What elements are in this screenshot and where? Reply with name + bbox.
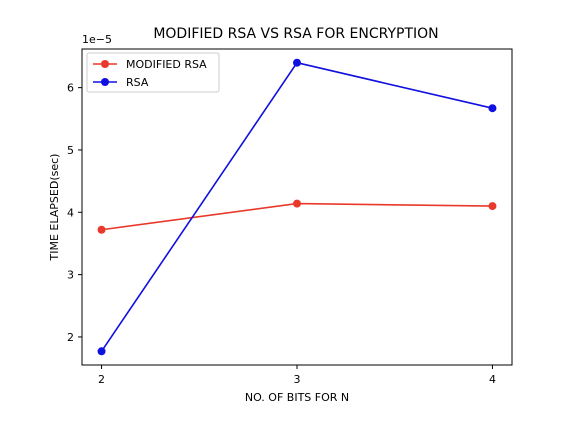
legend: MODIFIED RSA RSA [86, 52, 220, 93]
plot-area-frame [81, 48, 513, 366]
x-axis-label: NO. OF BITS FOR N [245, 391, 349, 404]
data-point [488, 202, 497, 211]
y-tick-label: 6 [67, 82, 74, 95]
y-offset-label: 1e−5 [82, 33, 112, 46]
data-point [97, 225, 106, 234]
legend-entries: MODIFIED RSA RSA [93, 58, 207, 89]
legend-box [86, 52, 220, 93]
x-tick-label: 4 [489, 373, 496, 386]
y-axis-label: TIME ELAPSED(sec) [48, 154, 61, 262]
y-tick-label: 5 [67, 144, 74, 157]
data-point [97, 347, 106, 356]
y-tick-label: 2 [67, 331, 74, 344]
legend-label: RSA [126, 76, 149, 89]
legend-marker [101, 78, 109, 86]
x-tick-label: 3 [294, 373, 301, 386]
x-tick-label: 2 [98, 373, 105, 386]
y-tick-label: 4 [67, 206, 74, 219]
legend-marker [101, 60, 109, 68]
legend-label: MODIFIED RSA [126, 58, 207, 71]
axis-ticks: 2 3 4 2 3 4 5 6 [67, 82, 496, 386]
chart-title: MODIFIED RSA VS RSA FOR ENCRYPTION [153, 26, 438, 42]
data-point [293, 199, 301, 208]
y-tick-label: 3 [67, 269, 74, 282]
data-point [293, 58, 301, 67]
series-lines [97, 58, 497, 356]
data-point [488, 104, 497, 113]
